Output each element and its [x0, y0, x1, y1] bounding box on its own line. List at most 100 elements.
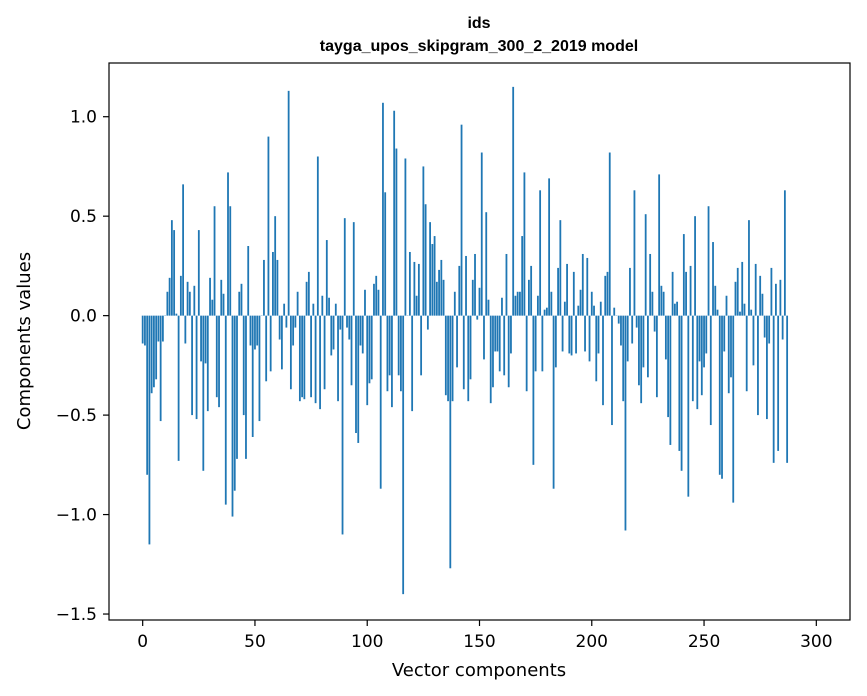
bar-253	[709, 315, 712, 426]
bar-6	[155, 315, 158, 380]
bar-283	[777, 315, 780, 451]
x-axis-ticks: 0 50 100 150 200 250 300	[137, 620, 833, 652]
bar-52	[258, 315, 261, 422]
bar-30	[209, 277, 211, 316]
bar-19	[184, 315, 187, 344]
bar-143	[462, 315, 465, 390]
bar-47	[247, 246, 250, 316]
x-tick-label: 100	[351, 632, 383, 652]
bar-187	[561, 315, 564, 352]
bar-196	[581, 253, 584, 316]
bar-204	[599, 301, 602, 316]
bar-54	[263, 259, 265, 316]
bar-124	[420, 315, 423, 376]
bar-267	[741, 261, 744, 316]
bar-132	[438, 269, 440, 316]
bar-263	[732, 315, 735, 503]
bar-284	[779, 279, 782, 316]
bar-203	[597, 315, 600, 354]
bar-26	[200, 315, 202, 362]
bar-225	[647, 315, 649, 378]
bar-43	[238, 291, 241, 316]
bar-105	[377, 289, 380, 316]
bar-162	[505, 253, 508, 316]
bar-136	[447, 315, 449, 402]
bar-34	[218, 315, 220, 408]
bar-266	[739, 311, 741, 316]
bar-29	[206, 315, 209, 412]
bar-86	[334, 303, 337, 316]
bar-224	[644, 214, 647, 316]
bar-32	[213, 206, 216, 316]
bar-264	[734, 281, 737, 316]
bar-134	[442, 279, 445, 316]
bar-213	[620, 315, 622, 346]
bar-177	[539, 190, 542, 316]
bar-56	[267, 136, 270, 316]
bar-246	[694, 216, 696, 316]
x-tick-label: 150	[463, 632, 495, 652]
bar-221	[638, 315, 640, 386]
bar-59	[274, 216, 277, 316]
bar-33	[215, 315, 218, 398]
bar-82	[325, 240, 328, 316]
bar-37	[224, 315, 227, 505]
bar-58	[272, 251, 274, 316]
bar-208	[608, 152, 611, 316]
bar-92	[348, 315, 351, 340]
bar-96	[357, 315, 360, 443]
bar-97	[359, 315, 362, 346]
bar-150	[478, 287, 481, 316]
bar-145	[467, 315, 470, 402]
bar-161	[503, 315, 506, 376]
bar-108	[384, 192, 387, 316]
bar-207	[606, 271, 609, 316]
bar-22	[191, 315, 193, 416]
bar-100	[366, 315, 369, 406]
bar-57	[269, 315, 272, 372]
bar-184	[554, 315, 557, 368]
y-axis-label: Components values	[14, 252, 35, 430]
bar-149	[476, 315, 479, 320]
bar-103	[373, 283, 375, 316]
bar-190	[568, 315, 571, 354]
bar-279	[768, 315, 771, 344]
bar-120	[411, 315, 414, 412]
bar-115	[400, 315, 402, 392]
bar-25	[197, 230, 200, 316]
bar-50	[254, 315, 256, 350]
bar-88	[339, 315, 342, 330]
bar-281	[772, 315, 775, 463]
bar-268	[743, 303, 746, 316]
bar-233	[664, 315, 667, 360]
bar-241	[682, 234, 685, 316]
bar-95	[355, 315, 357, 434]
bar-214	[622, 315, 625, 402]
y-tick-label: −1.5	[56, 605, 97, 625]
x-tick-label: 50	[244, 632, 266, 652]
bar-123	[417, 263, 420, 316]
bar-84	[330, 315, 333, 356]
bar-199	[588, 315, 591, 362]
y-tick-label: 0.0	[70, 307, 97, 327]
bar-220	[635, 315, 638, 328]
x-axis-label: Vector components	[392, 660, 566, 681]
bar-20	[186, 281, 189, 316]
bar-219	[633, 190, 636, 316]
bar-215	[624, 315, 627, 531]
bar-83	[328, 297, 330, 316]
bar-217	[629, 267, 631, 316]
bar-271	[750, 309, 753, 316]
bar-242	[685, 271, 687, 316]
bar-257	[718, 315, 721, 475]
bar-45	[242, 315, 245, 416]
bar-174	[532, 315, 535, 465]
bar-112	[393, 110, 396, 316]
bar-144	[465, 255, 467, 316]
bar-129	[431, 244, 434, 316]
bar-189	[566, 263, 568, 316]
bar-13	[170, 220, 173, 316]
bar-222	[640, 315, 643, 404]
bar-23	[193, 285, 196, 316]
bar-17	[179, 275, 182, 316]
